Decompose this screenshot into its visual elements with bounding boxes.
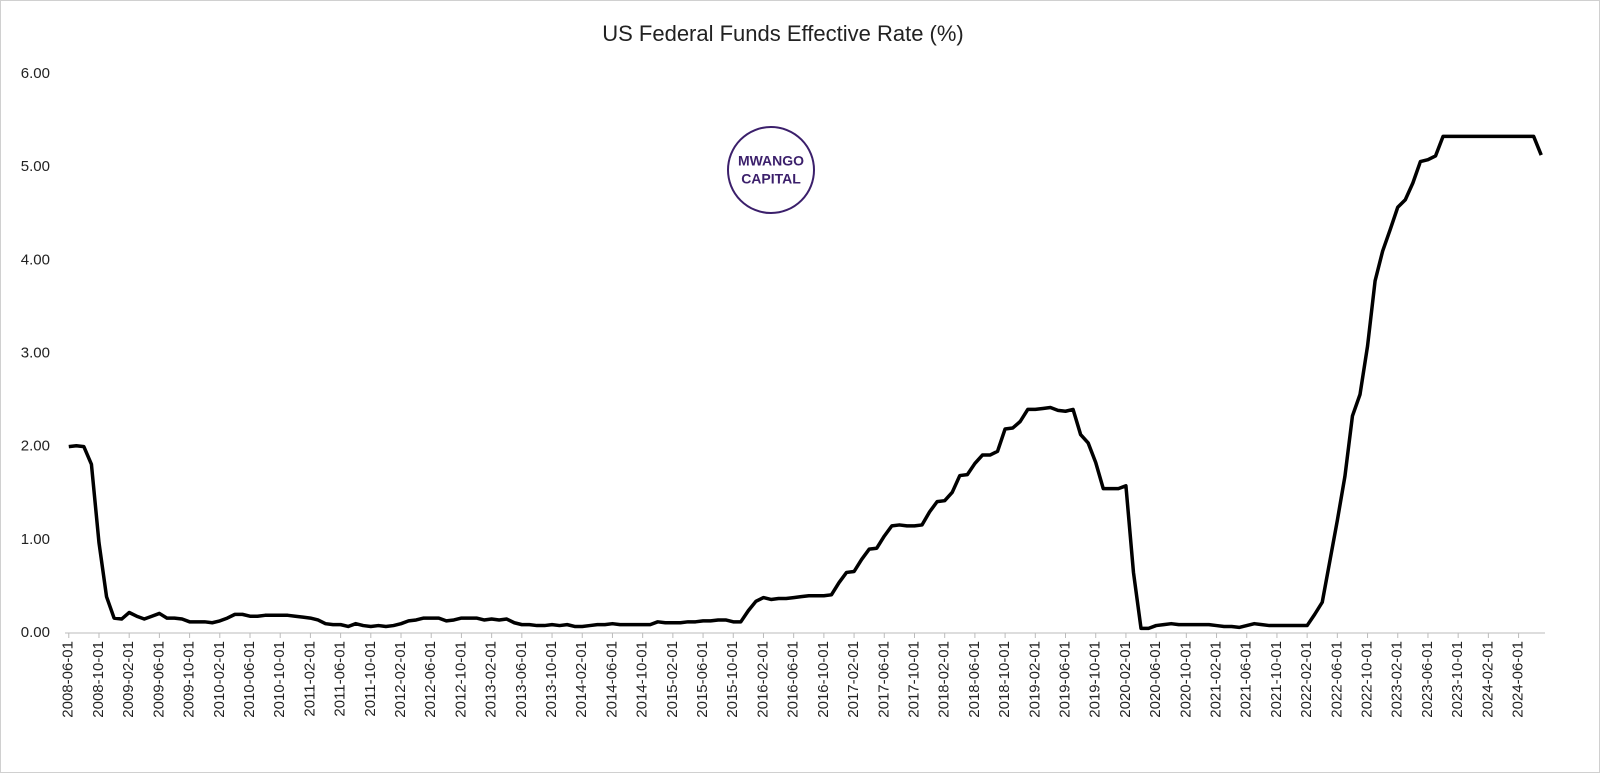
x-tick-label: 2012-02-01 (392, 641, 409, 718)
x-tick-label: 2020-02-01 (1117, 641, 1134, 718)
x-tick-label: 2020-10-01 (1177, 641, 1194, 718)
x-tick-label: 2010-10-01 (271, 641, 288, 718)
x-tick-label: 2019-02-01 (1026, 641, 1043, 718)
x-tick-label: 2013-06-01 (513, 641, 530, 718)
x-tick-label: 2019-06-01 (1056, 641, 1073, 718)
y-tick-label: 6.00 (21, 65, 50, 82)
x-tick-label: 2022-02-01 (1298, 641, 1315, 718)
x-tick-label: 2013-02-01 (483, 641, 500, 718)
logo-text: MWANGO (738, 153, 804, 169)
x-tick-label: 2017-10-01 (905, 641, 922, 718)
x-tick-label: 2019-10-01 (1087, 641, 1104, 718)
x-tick-label: 2015-06-01 (694, 641, 711, 718)
x-tick-label: 2016-06-01 (785, 641, 802, 718)
logo-text: CAPITAL (741, 171, 801, 187)
x-tick-label: 2011-10-01 (362, 641, 379, 717)
x-tick-label: 2010-06-01 (241, 641, 258, 718)
x-tick-label: 2023-02-01 (1389, 641, 1406, 718)
x-tick-label: 2016-02-01 (754, 641, 771, 718)
x-tick-label: 2008-06-01 (60, 641, 77, 718)
x-tick-label: 2013-10-01 (543, 641, 560, 718)
x-tick-label: 2014-10-01 (634, 641, 651, 718)
x-tick-label: 2018-06-01 (966, 641, 983, 718)
x-tick-label: 2008-10-01 (90, 641, 107, 718)
x-tick-label: 2014-02-01 (573, 641, 590, 718)
line (68, 134, 1543, 631)
x-tick-label: 2024-02-01 (1479, 641, 1496, 718)
x-tick-label: 2011-06-01 (332, 641, 349, 717)
x-tick-label: 2009-02-01 (120, 641, 137, 718)
x-tick-label: 2011-02-01 (301, 641, 318, 717)
x-tick-label: 2009-06-01 (150, 641, 167, 718)
x-tick-label: 2015-10-01 (724, 641, 741, 718)
x-tick-label: 2020-06-01 (1147, 641, 1164, 718)
x-tick-label: 2024-06-01 (1510, 641, 1527, 718)
x-tick-label: 2022-06-01 (1328, 641, 1345, 718)
x-tick-label: 2014-06-01 (603, 641, 620, 718)
x-tick-label: 2009-10-01 (181, 641, 198, 718)
y-tick-label: 3.00 (21, 344, 50, 361)
x-tick-label: 2016-10-01 (815, 641, 832, 718)
x-tick-label: 2023-10-01 (1449, 641, 1466, 718)
y-tick-label: 5.00 (21, 158, 50, 175)
x-tick-label: 2021-10-01 (1268, 641, 1285, 718)
y-tick-label: 1.00 (21, 531, 50, 548)
x-tick-label: 2018-10-01 (996, 641, 1013, 718)
y-tick-label: 0.00 (21, 624, 50, 641)
x-tick-label: 2022-10-01 (1359, 641, 1376, 718)
x-tick-label: 2018-02-01 (936, 641, 953, 718)
x-tick-label: 2021-06-01 (1238, 641, 1255, 718)
logo-circle (727, 126, 815, 214)
x-tick-label: 2012-06-01 (422, 641, 439, 718)
x-tick-label: 2015-02-01 (664, 641, 681, 718)
y-tick-label: 4.00 (21, 251, 50, 268)
x-tick-label: 2017-06-01 (875, 641, 892, 718)
x-tick-label: 2012-10-01 (452, 641, 469, 718)
x-tick-label: 2021-02-01 (1207, 641, 1224, 718)
x-tick-label: 2023-06-01 (1419, 641, 1436, 718)
chart-title: US Federal Funds Effective Rate (%) (602, 21, 964, 46)
y-tick-label: 2.00 (21, 438, 50, 455)
x-tick-label: 2010-02-01 (211, 641, 228, 718)
x-tick-label: 2017-02-01 (845, 641, 862, 718)
